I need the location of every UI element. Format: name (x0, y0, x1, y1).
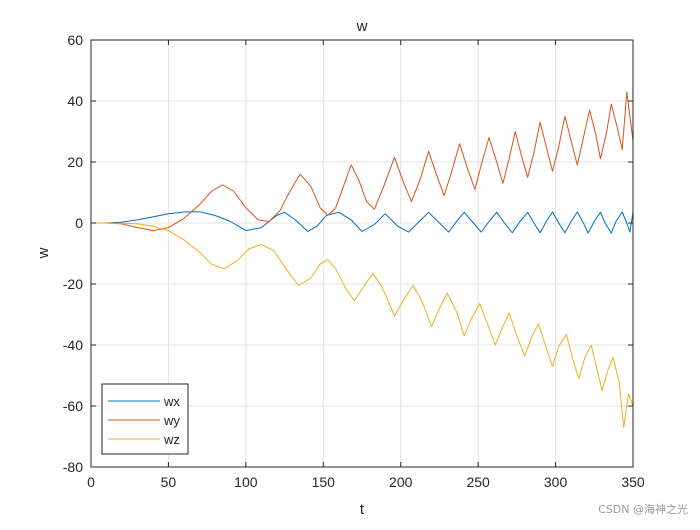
series-lines (90, 91, 634, 428)
x-tick-label: 200 (389, 474, 413, 490)
legend-label-wy: wy (163, 413, 180, 428)
x-tick-label: 50 (161, 474, 177, 490)
y-tick-label: 0 (75, 215, 83, 231)
axis-ticks: 0 50 100 150 200 250 300 350 -80 -60 -40 -20 0 20 40 60 (63, 32, 645, 490)
watermark: CSDN @海神之光 (598, 503, 688, 516)
y-tick-label: -80 (63, 459, 83, 475)
legend-label-wx: wx (163, 394, 180, 409)
series-line-wx (91, 211, 634, 234)
y-tick-label: -20 (63, 276, 83, 292)
legend-label-wz: wz (163, 432, 180, 447)
x-tick-label: 150 (312, 474, 336, 490)
series-line-wy (91, 91, 634, 232)
legend: wx wy wz (101, 383, 189, 455)
x-tick-label: 250 (466, 474, 490, 490)
y-axis-label: w (35, 247, 52, 259)
x-axis-label: t (360, 501, 365, 518)
series-line-wz (90, 222, 634, 428)
y-tick-label: -60 (63, 398, 83, 414)
plot-area-frame (90, 39, 634, 468)
x-tick-label: 100 (234, 474, 258, 490)
x-tick-label: 300 (544, 474, 568, 490)
y-tick-label: 40 (67, 93, 83, 109)
y-tick-label: -40 (63, 337, 83, 353)
y-tick-label: 20 (67, 154, 83, 170)
chart-title: w (356, 18, 368, 35)
x-tick-label: 350 (621, 474, 645, 490)
x-tick-label: 0 (87, 474, 95, 490)
legend-box (101, 383, 189, 455)
y-tick-label: 60 (67, 32, 83, 48)
